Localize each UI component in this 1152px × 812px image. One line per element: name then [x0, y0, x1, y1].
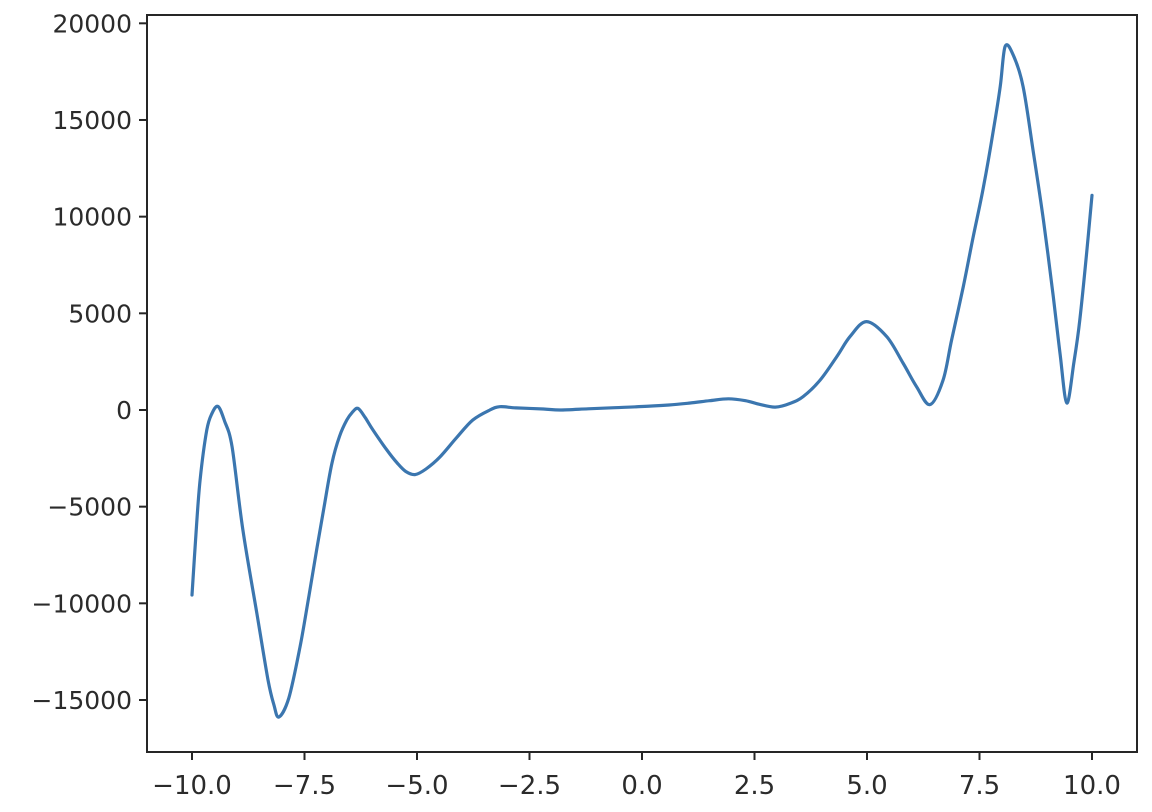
y-tick-label: −10000 — [32, 589, 132, 618]
axes-spines — [146, 14, 1138, 753]
y-axis-ticks: −15000 −10000 −5000 0 5000 10000 15000 20000 — [32, 9, 147, 715]
x-tick-label: −5.0 — [385, 771, 448, 801]
plot-area — [147, 15, 1137, 752]
y-tick-label: 15000 — [52, 106, 132, 135]
x-tick-label: −7.5 — [273, 771, 336, 801]
x-tick-label: 5.0 — [846, 771, 887, 801]
x-tick-label: −2.5 — [498, 771, 561, 801]
x-axis-ticks: −10.0 −7.5 −5.0 −2.5 0.0 2.5 5.0 7.5 10.0 — [152, 752, 1121, 801]
y-tick-label: 20000 — [52, 9, 132, 38]
x-tick-label: 2.5 — [734, 771, 775, 801]
x-tick-label: 0.0 — [621, 771, 662, 801]
y-tick-label: 5000 — [68, 299, 132, 328]
y-tick-label: −15000 — [32, 686, 132, 715]
x-tick-label: 7.5 — [959, 771, 1000, 801]
data-line — [190, 43, 1094, 719]
x-tick-label: 10.0 — [1063, 771, 1121, 801]
x-tick-label: −10.0 — [152, 771, 232, 801]
y-tick-label: −5000 — [47, 493, 132, 522]
y-tick-label: 0 — [116, 396, 132, 425]
y-tick-label: 10000 — [52, 203, 132, 232]
